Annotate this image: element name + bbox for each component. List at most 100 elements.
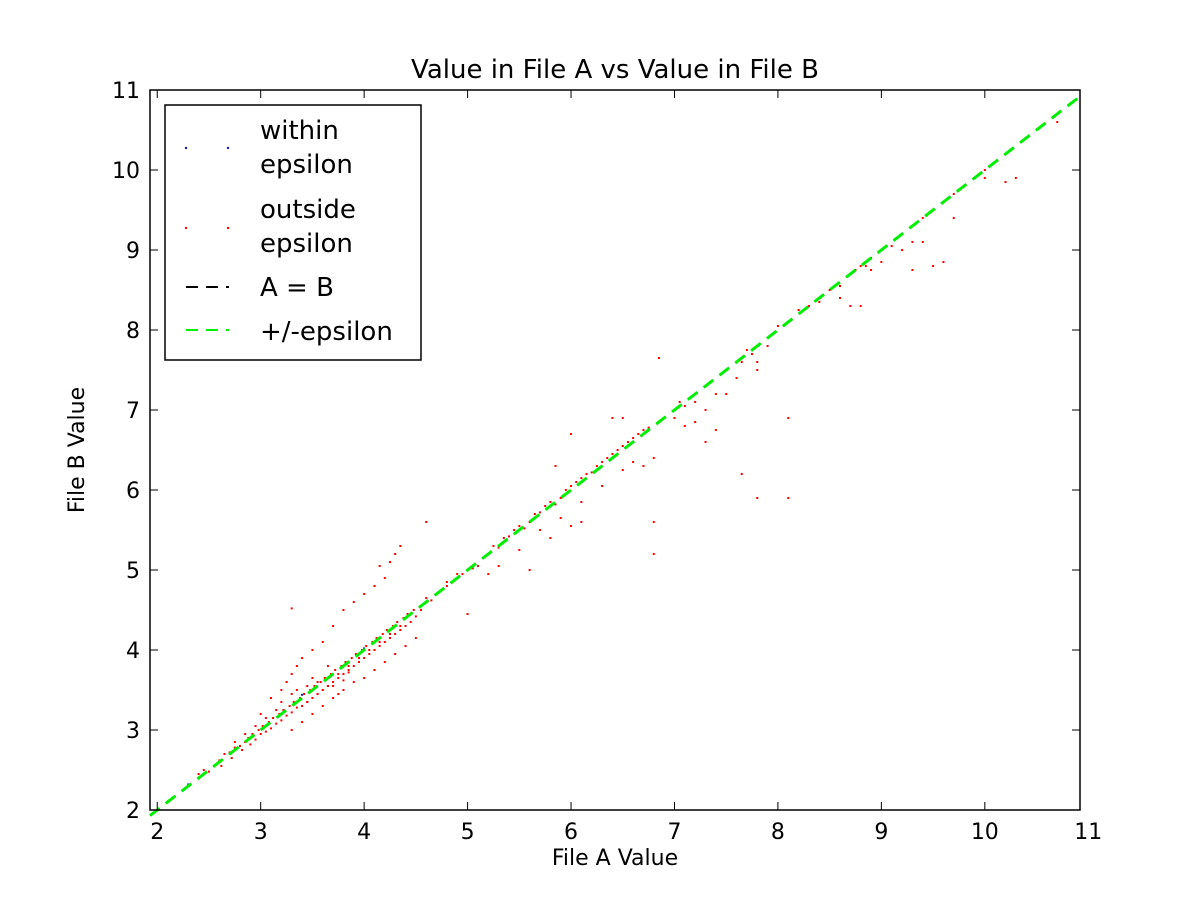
scatter-point — [334, 669, 337, 671]
legend-outside-marker-left — [184, 226, 188, 230]
y-tick-label: 6 — [126, 479, 140, 504]
scatter-point — [383, 641, 386, 643]
scatter-point — [342, 689, 345, 691]
scatter-point — [575, 481, 578, 483]
x-tick-label: 3 — [254, 820, 268, 845]
scatter-point — [357, 661, 360, 663]
scatter-point — [244, 733, 247, 735]
scatter-point — [241, 749, 244, 751]
scatter-point — [580, 501, 583, 503]
scatter-point — [280, 689, 283, 691]
scatter-point — [347, 669, 350, 671]
scatter-point — [412, 609, 415, 611]
scatter-point — [239, 745, 241, 747]
legend-outside-marker-right — [226, 226, 230, 230]
legend-epsilon-label: +/-epsilon — [260, 317, 393, 347]
scatter-point — [197, 773, 200, 775]
scatter-point — [301, 657, 304, 659]
scatter-point — [399, 545, 402, 547]
scatter-point — [595, 465, 598, 467]
scatter-point — [901, 249, 904, 251]
scatter-point — [626, 441, 629, 443]
scatter-point — [704, 409, 707, 411]
scatter-point — [725, 393, 728, 395]
scatter-point — [497, 565, 500, 567]
scatter-point — [714, 429, 717, 431]
reference-line-3 — [149, 95, 1081, 817]
scatter-point — [254, 725, 257, 727]
scatter-point — [220, 765, 223, 767]
scatter-point — [580, 521, 583, 523]
scatter-point — [373, 649, 376, 651]
scatter-point — [378, 641, 381, 643]
scatter-point — [292, 701, 295, 703]
scatter-point — [559, 517, 562, 519]
scatter-point — [406, 613, 409, 615]
scatter-point — [342, 679, 345, 682]
scatter-point — [301, 693, 304, 696]
scatter-point — [326, 665, 329, 667]
scatter-point — [311, 677, 314, 679]
x-tick-label: 4 — [357, 820, 371, 845]
scatter-point — [621, 417, 624, 419]
scatter-point — [332, 681, 335, 683]
legend-within-label-line2: epsilon — [260, 150, 353, 180]
y-tick-label: 9 — [126, 239, 140, 264]
scatter-point — [409, 621, 412, 623]
scatter-point — [365, 645, 368, 647]
scatter-point — [363, 657, 366, 659]
scatter-point — [787, 417, 790, 419]
scatter-point — [332, 697, 335, 699]
scatter-point — [383, 661, 386, 663]
scatter-point — [270, 727, 273, 730]
scatter-point — [932, 265, 935, 267]
scatter-point — [859, 305, 862, 307]
scatter-point — [368, 649, 371, 651]
scatter-point — [352, 601, 355, 603]
scatter-point — [756, 369, 759, 371]
scatter-point — [678, 401, 681, 403]
scatter-point — [373, 669, 376, 671]
scatter-point — [389, 561, 391, 563]
scatter-point — [394, 653, 397, 655]
scatter-point — [461, 573, 464, 575]
scatter-point — [735, 377, 738, 379]
scatter-point — [347, 665, 350, 667]
scatter-point — [326, 685, 329, 687]
y-tick-label: 4 — [126, 639, 140, 664]
scatter-point — [756, 497, 759, 499]
scatter-point — [261, 725, 264, 727]
scatter-point — [337, 693, 340, 695]
scatter-point — [673, 417, 676, 419]
scatter-point — [952, 217, 955, 219]
scatter-point — [445, 585, 448, 587]
scatter-point — [983, 169, 986, 171]
scatter-point — [756, 361, 759, 363]
scatter-point — [396, 621, 399, 623]
scatter-point — [285, 714, 288, 717]
scatter-point — [354, 653, 357, 655]
scatter-point — [275, 722, 278, 725]
scatter-point — [880, 261, 883, 263]
scatter-point — [337, 677, 340, 679]
scatter-point — [471, 567, 474, 570]
scatter-point — [290, 693, 293, 695]
scatter-point — [399, 629, 402, 631]
scatter-point — [249, 743, 252, 746]
scatter-point — [559, 497, 562, 499]
scatter-point — [528, 569, 531, 571]
scatter-point — [544, 505, 547, 507]
y-tick-label: 10 — [112, 159, 140, 184]
legend-within-marker-left — [184, 146, 188, 150]
scatter-point — [585, 473, 588, 475]
scatter-point — [807, 305, 810, 307]
scatter-point — [616, 449, 619, 451]
scatter-point — [642, 429, 645, 431]
scatter-point — [445, 581, 448, 583]
scatter-point — [632, 461, 635, 463]
scatter-point — [319, 681, 322, 683]
scatter-point — [839, 285, 841, 287]
plot-frame — [149, 89, 1081, 811]
scatter-point — [911, 269, 914, 271]
scatter-point — [647, 426, 650, 429]
